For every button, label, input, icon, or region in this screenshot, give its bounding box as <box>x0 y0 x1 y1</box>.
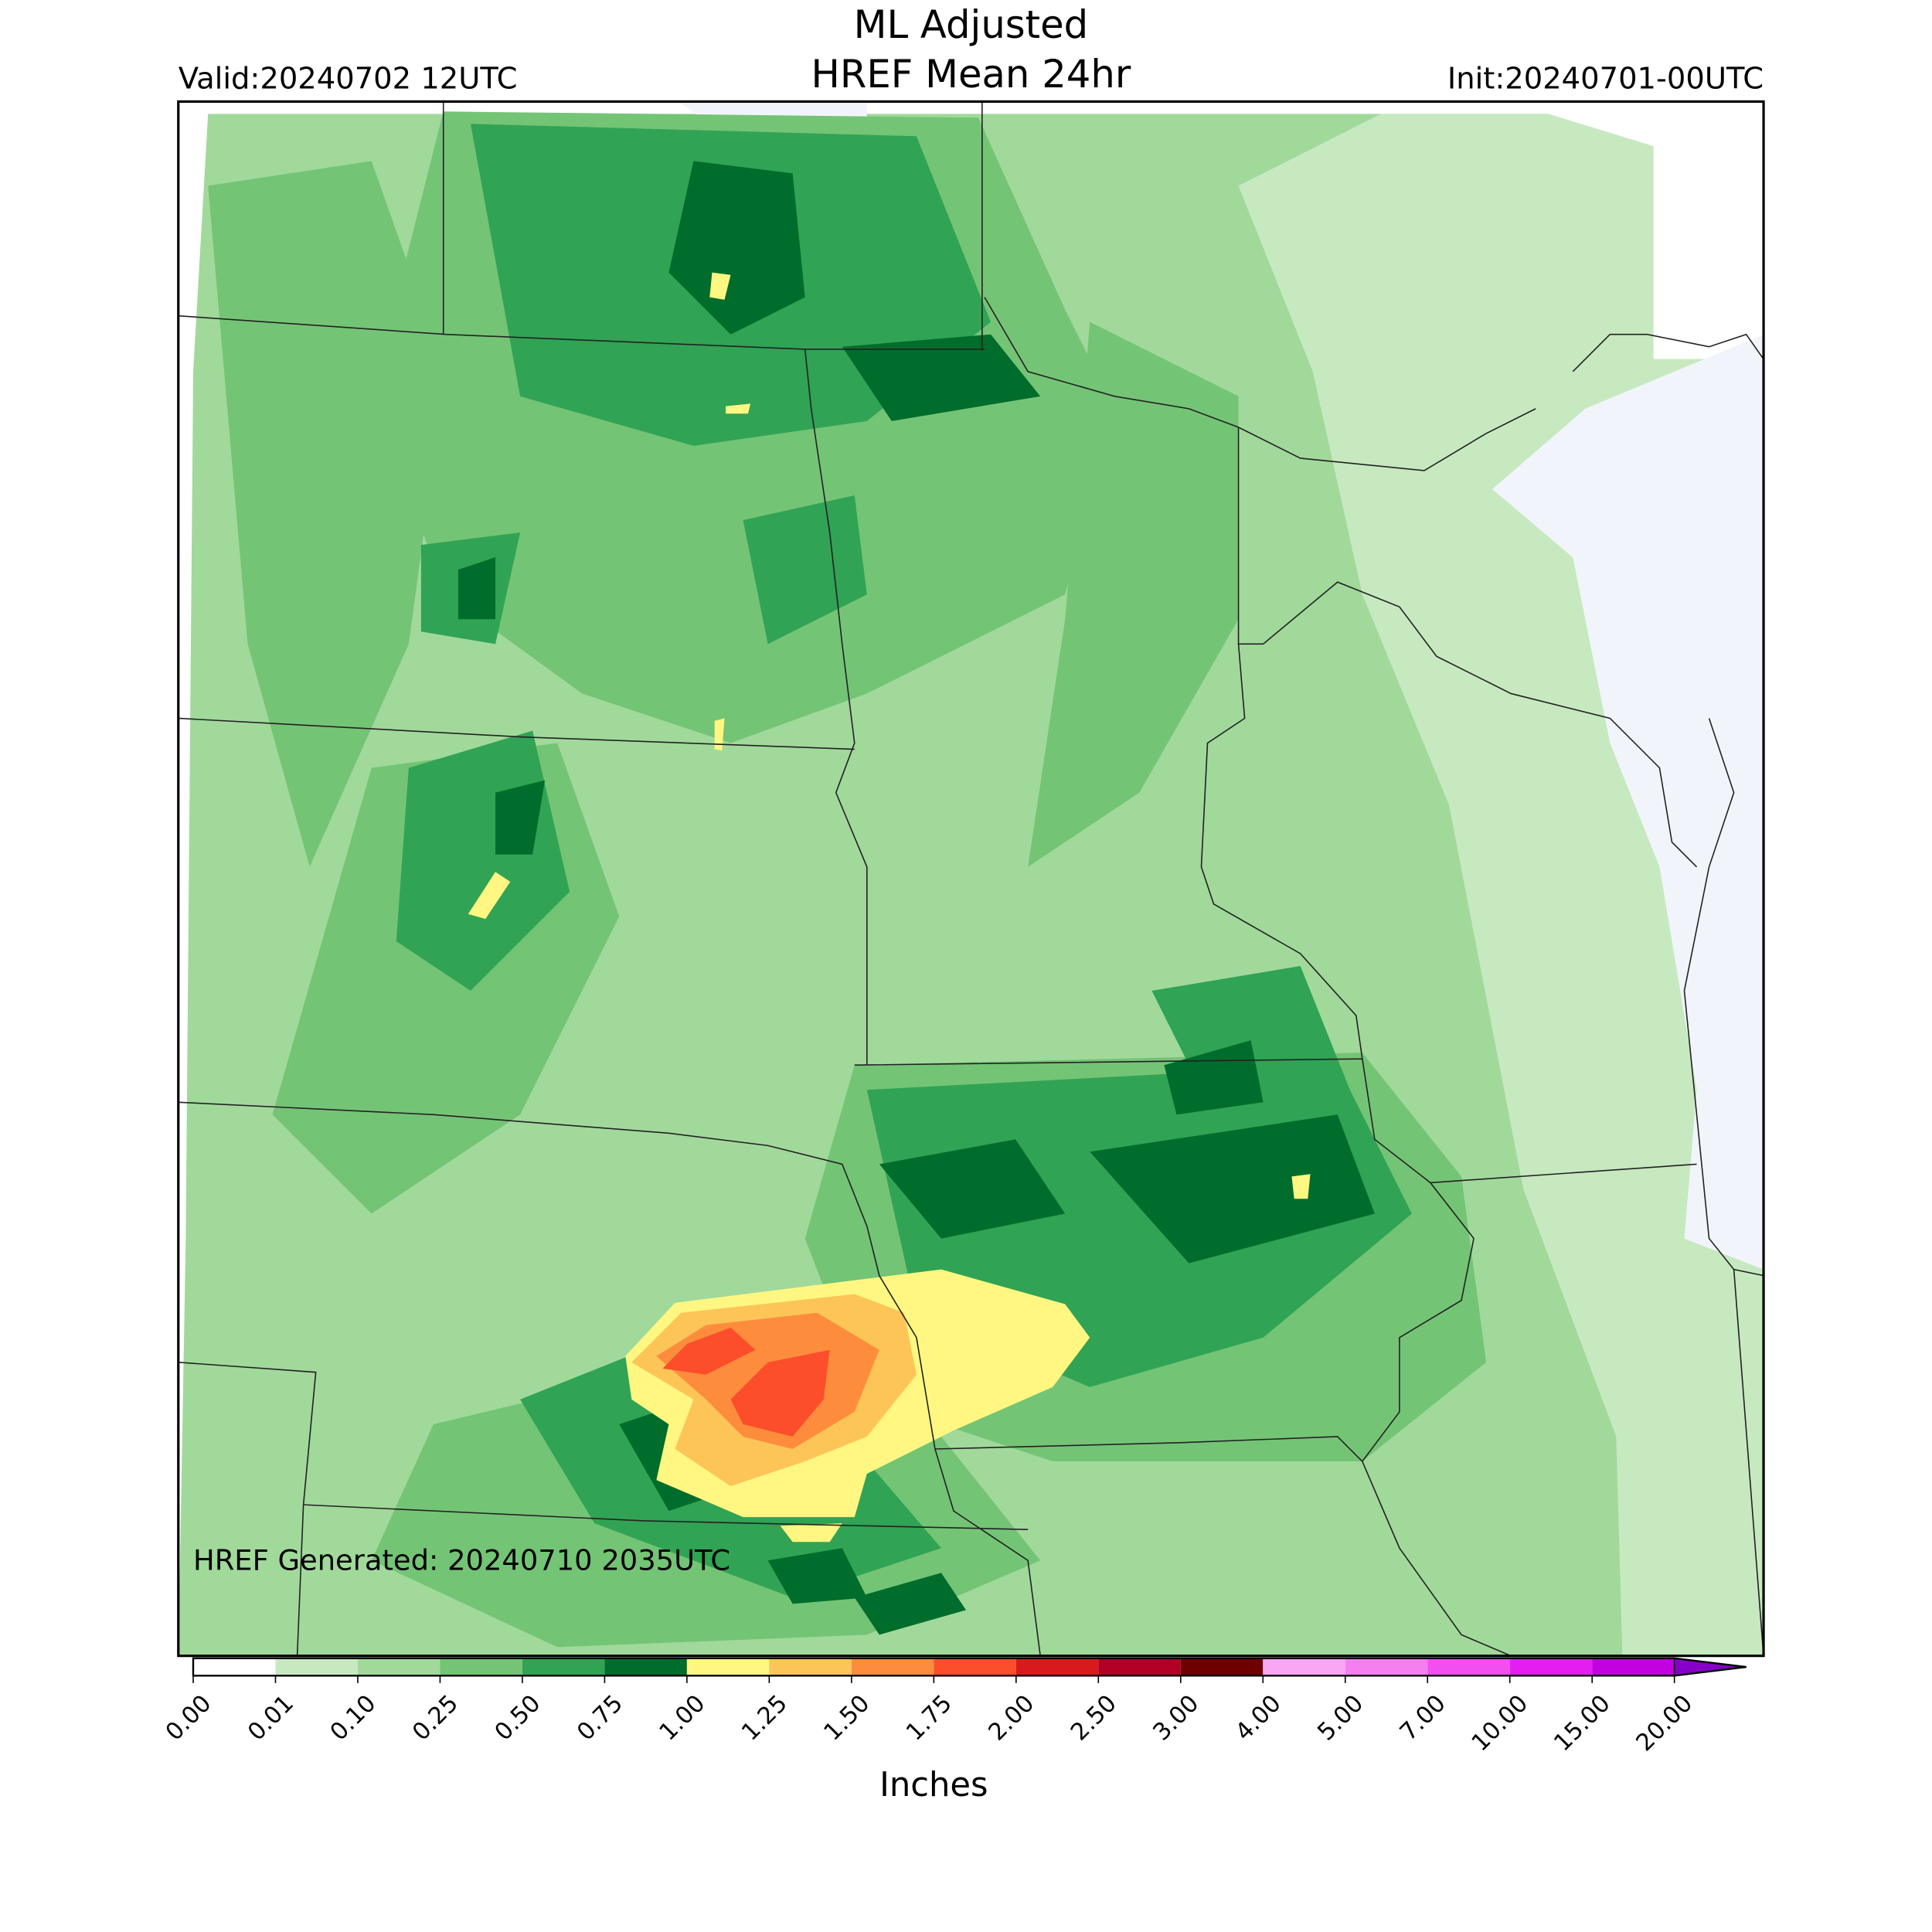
colorbar-segment <box>934 1658 1016 1676</box>
colorbar-segment <box>1509 1658 1593 1676</box>
colorbar-segment <box>1180 1658 1264 1676</box>
colorbar-tick-label: 3.00 <box>1148 1690 1205 1747</box>
colorbar-label: Inches <box>879 1766 988 1804</box>
annotation: HREF Generated: 20240710 2035UTC <box>193 1543 730 1577</box>
colorbar-segment <box>522 1658 605 1676</box>
colorbar-tick-label: 5.00 <box>1313 1690 1369 1747</box>
map-frame <box>177 100 1765 1658</box>
colorbar-segment <box>769 1658 852 1676</box>
valid-time: Valid:20240702 12UTC <box>179 62 518 97</box>
colorbar-tick-label: 1.75 <box>901 1690 957 1747</box>
colorbar-tick-label: 4.00 <box>1230 1690 1287 1747</box>
colorbar-segment <box>1427 1658 1510 1676</box>
colorbar-tick-label: 10.00 <box>1467 1690 1533 1757</box>
colorbar-tick-label: 0.25 <box>407 1690 464 1747</box>
colorbar-tick-label: 0.50 <box>490 1690 546 1747</box>
colorbar-tick-label: 0.00 <box>161 1690 217 1747</box>
colorbar-segment <box>1592 1658 1675 1676</box>
colorbar-tick-label: 0.10 <box>325 1690 382 1747</box>
colorbar-tick-label: 1.50 <box>819 1690 876 1747</box>
colorbar-segment <box>193 1658 276 1676</box>
colorbar-tick-label: 2.50 <box>1066 1690 1122 1747</box>
colorbar-segment <box>1015 1658 1099 1676</box>
title: ML Adjusted <box>854 2 1089 47</box>
colorbar-segment <box>1345 1658 1428 1676</box>
colorbar-segment <box>357 1658 440 1676</box>
colorbar-tick-label: 0.75 <box>572 1690 628 1747</box>
colorbar-tick-label: 1.25 <box>736 1690 793 1747</box>
title: HREF Mean 24hr <box>811 52 1131 97</box>
colorbar-segment <box>1263 1658 1345 1676</box>
colorbar: 0.00 0.01 0.10 0.25 0.50 0.75 1.00 1.25 1.50 1.75… <box>161 1657 1747 1757</box>
colorbar-segment <box>686 1658 770 1676</box>
colorbar-tick-label: 1.00 <box>655 1690 711 1747</box>
init-time: Init:20240701-00UTC <box>1447 62 1764 97</box>
colorbar-extension <box>1673 1657 1747 1677</box>
colorbar-segment <box>604 1658 687 1676</box>
colorbar-tick-label: 7.00 <box>1395 1690 1451 1747</box>
colorbar-segment <box>851 1658 934 1676</box>
colorbar-segment <box>440 1658 522 1676</box>
colorbar-tick-label: 20.00 <box>1631 1690 1698 1757</box>
map: HREF Generated: 20240710 2035UTC <box>178 101 1764 1656</box>
colorbar-tick-label: 2.00 <box>984 1690 1040 1747</box>
colorbar-tick-label: 15.00 <box>1549 1690 1615 1757</box>
colorbar-segment <box>275 1658 358 1676</box>
colorbar-outline <box>192 1657 1747 1677</box>
colorbar-segment <box>1098 1658 1181 1676</box>
colorbar-tick-label: 0.01 <box>243 1690 299 1747</box>
